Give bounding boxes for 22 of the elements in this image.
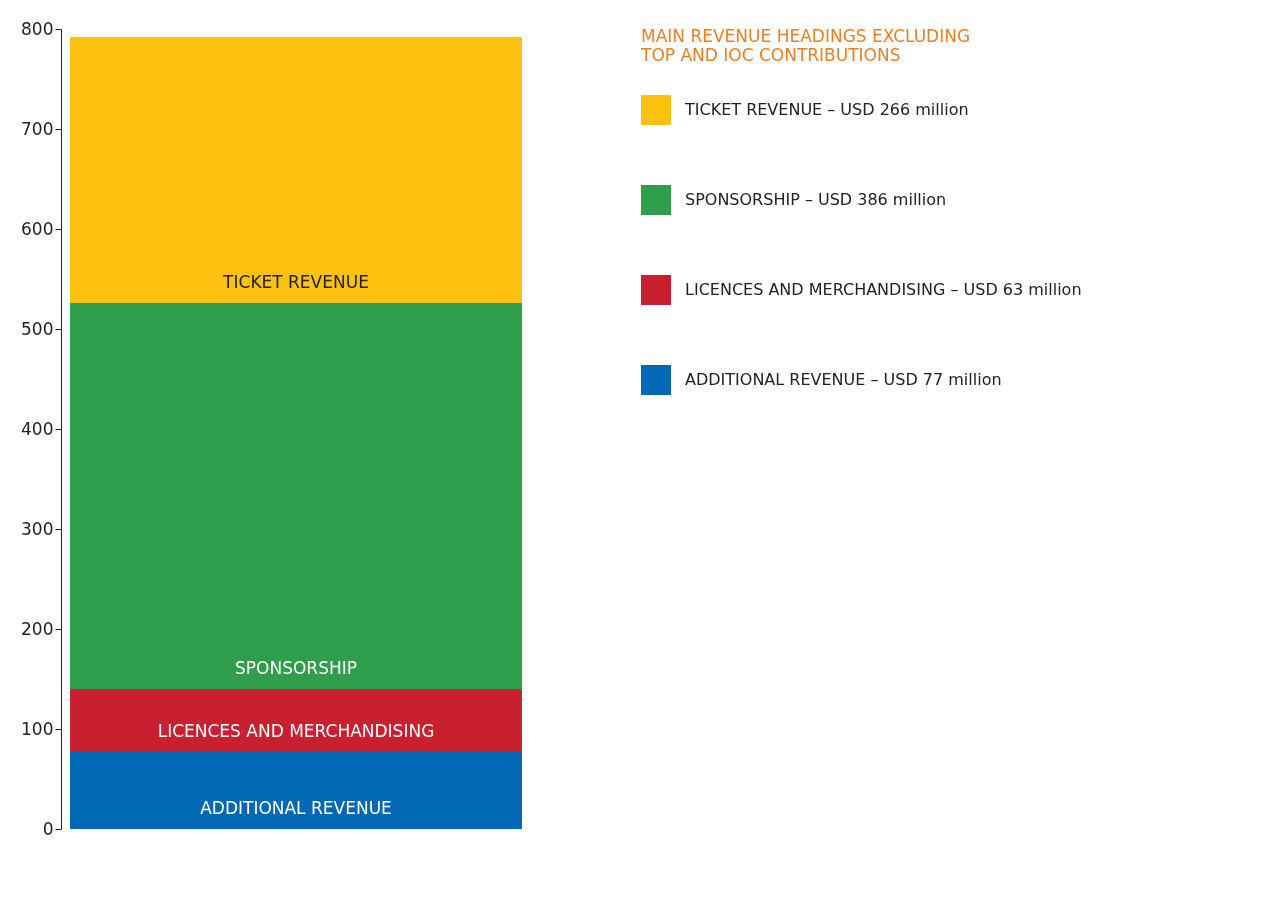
- annotation: TICKET REVENUE: [222, 272, 369, 292]
- y-tick-label: 400: [21, 418, 54, 439]
- bar: [70, 303, 522, 689]
- bar: [70, 689, 522, 752]
- y-tick-label: 300: [21, 518, 54, 539]
- y-tick-label: 700: [21, 118, 54, 139]
- legend-label: ADDITIONAL REVENUE – USD 77 million: [685, 370, 1002, 389]
- y-tick-label: 600: [21, 218, 54, 239]
- y-tick-label: 500: [21, 318, 54, 339]
- legend-label: TICKET REVENUE – USD 266 million: [684, 100, 969, 119]
- y-tick-label: 100: [21, 718, 54, 739]
- annotation: LICENCES AND MERCHANDISING: [157, 721, 435, 741]
- bar: [70, 752, 522, 829]
- legend-label: LICENCES AND MERCHANDISING – USD 63 million: [685, 280, 1082, 299]
- legend-label: SPONSORSHIP – USD 386 million: [685, 190, 947, 209]
- y-tick-label: 0: [42, 818, 54, 839]
- annotation: ADDITIONAL REVENUE: [200, 798, 392, 818]
- annotation: SPONSORSHIP: [235, 658, 357, 678]
- y-tick-label: 200: [21, 618, 54, 639]
- y-tick-label: 800: [21, 18, 54, 39]
- bar: [70, 37, 522, 303]
- legend-title: MAIN REVENUE HEADINGS EXCLUDING TOP AND IOC CONTRIBUTIONS: [640, 26, 971, 65]
